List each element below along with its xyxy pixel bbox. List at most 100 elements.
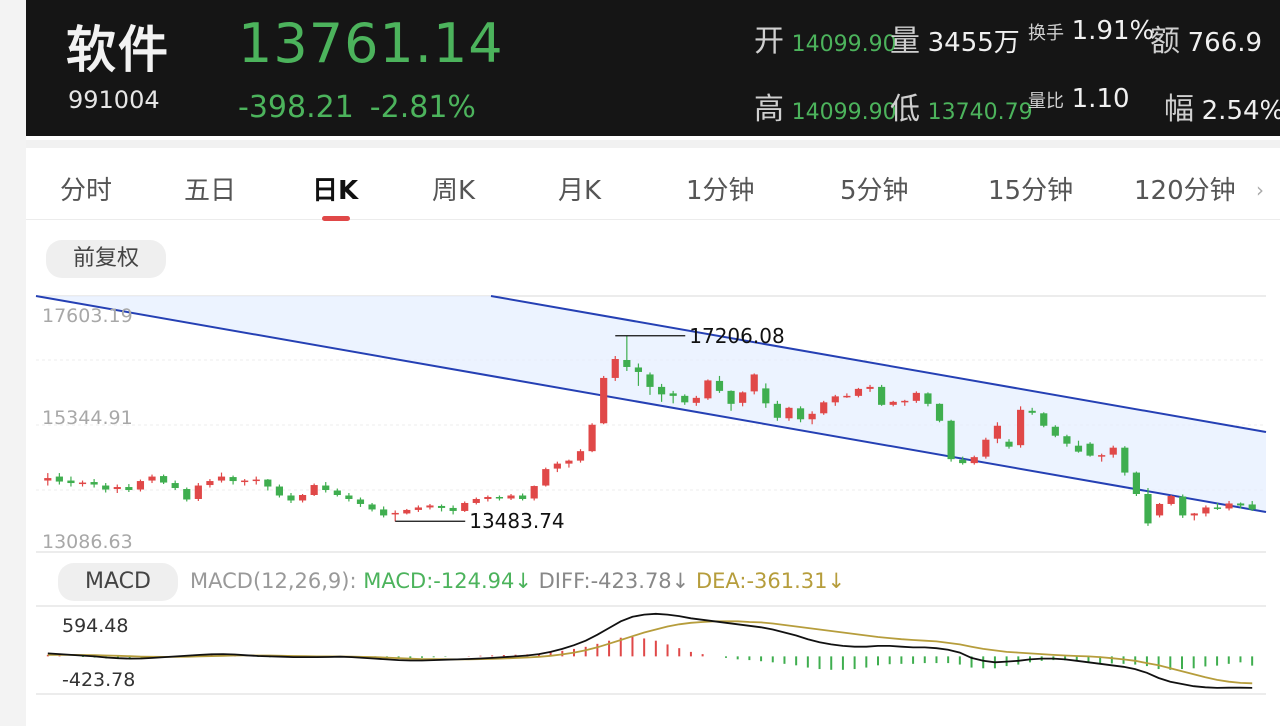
candle-body (437, 505, 446, 508)
candle-body (1155, 503, 1164, 516)
candle-body (854, 388, 863, 396)
high-marker-label: 17206.08 (689, 324, 784, 348)
tab-5-minute[interactable]: 5分钟 (840, 176, 909, 206)
kline-y-tick-label: 17603.19 (42, 305, 133, 327)
candle-body (1248, 504, 1256, 510)
candle-body (403, 509, 411, 514)
candle-body (947, 420, 955, 460)
macd-readout: MACD(12,26,9): MACD:-124.94↓ DIFF:-423.7… (190, 569, 845, 593)
tab-120-minute[interactable]: 120分钟 (1134, 176, 1236, 206)
trend-channel-lower-line (35, 295, 1267, 513)
candle-body (1202, 507, 1210, 514)
high-value: 14099.90 (791, 100, 897, 125)
kline-y-tick-label: 15344.91 (42, 407, 133, 429)
candle-body (657, 386, 666, 395)
open-label: 开 (754, 24, 784, 59)
candle-body (1237, 503, 1245, 506)
candle-body (993, 425, 1002, 439)
turnover-value: 1.91% (1071, 16, 1155, 46)
candle-body (391, 512, 399, 515)
candle-body (380, 509, 388, 516)
candle-body (727, 390, 735, 404)
candle-body (646, 374, 654, 387)
candle-body (160, 476, 168, 483)
tab-15-minute[interactable]: 15分钟 (988, 176, 1074, 206)
candle-body (982, 439, 990, 457)
candle-body (1040, 413, 1048, 426)
stat-high: 高 14099.90 (754, 84, 897, 128)
candle-body (912, 392, 920, 401)
candle-body (739, 392, 747, 403)
candle-body (183, 489, 191, 500)
stat-range: 幅 2.54% (1164, 84, 1280, 128)
stat-open: 开 14099.90 (754, 16, 897, 60)
candle-body (1051, 426, 1059, 436)
volume-ratio-label: 量比 (1028, 91, 1064, 112)
quote-header: 软件 991004 13761.14 -398.21 -2.81% 开 14099… (26, 0, 1280, 136)
candle-body (1132, 472, 1140, 495)
tab-1-minute[interactable]: 1分钟 (686, 176, 755, 206)
tab-five-day[interactable]: 五日 (184, 176, 237, 206)
candle-body (310, 485, 318, 496)
candle-body (356, 499, 365, 504)
candle-body (322, 485, 330, 491)
tab-monthly-k[interactable]: 月K (558, 176, 602, 206)
candle-body (1190, 513, 1198, 516)
candle-body (1179, 496, 1187, 516)
candle-body (970, 457, 978, 464)
chevron-right-icon[interactable]: › (1256, 178, 1264, 202)
candle-body (90, 482, 98, 485)
candle-body (1063, 436, 1071, 444)
indicator-selector[interactable]: MACD (58, 563, 178, 601)
candle-body (484, 496, 492, 499)
candle-body (1098, 455, 1106, 457)
candle-body (553, 463, 561, 469)
range-value: 2.54% (1201, 96, 1280, 126)
candle-body (495, 496, 504, 499)
candle-body (1074, 445, 1083, 452)
tab-intraday[interactable]: 分时 (60, 176, 113, 206)
stat-volume: 量 3455万 (890, 16, 1020, 60)
candle-body (414, 507, 422, 510)
candle-body (298, 495, 307, 501)
candle-body (588, 424, 596, 452)
candle-body (878, 386, 886, 405)
high-label: 高 (754, 92, 784, 127)
candle-body (669, 393, 677, 396)
candle-body (542, 469, 550, 486)
candle-body (820, 402, 828, 414)
candle-body (1086, 443, 1094, 456)
candle-body (935, 403, 944, 421)
volume-ratio-value: 1.10 (1071, 84, 1130, 114)
stock-name: 软件 (66, 21, 170, 79)
candle-body (611, 359, 619, 378)
candle-body (461, 502, 469, 511)
adjust-mode-button[interactable]: 前复权 (46, 240, 166, 278)
candle-body (634, 367, 643, 372)
change-value: -398.21 (238, 90, 354, 125)
candle-body (924, 393, 932, 404)
trend-channel-upper-line (490, 295, 1267, 433)
candle-body (206, 481, 214, 486)
tab-daily-k[interactable]: 日K (312, 176, 359, 206)
candle-body (889, 401, 897, 405)
candle-body (333, 490, 341, 496)
candle-body (692, 397, 700, 403)
low-value: 13740.79 (927, 100, 1033, 125)
stat-low: 低 13740.79 (890, 84, 1033, 128)
candle-body (194, 485, 202, 499)
candle-body (785, 407, 793, 419)
stat-turnover: 换手 1.91% (1028, 16, 1154, 46)
tab-weekly-k[interactable]: 周K (432, 176, 476, 206)
macd-y-tick-label: 594.48 (62, 615, 128, 637)
candle-body (1017, 409, 1025, 446)
stat-amount: 额 766.9 (1150, 16, 1262, 60)
price-change: -398.21 -2.81% (238, 90, 492, 125)
candle-body (715, 380, 724, 391)
candle-body (843, 395, 851, 398)
kline-chart: 17603.19 15344.91 13086.63 17206.08 13483.74… (35, 295, 1267, 695)
amount-label: 额 (1150, 24, 1180, 59)
candle-body (241, 480, 249, 483)
diff-value: DIFF:-423.78↓ (538, 569, 690, 593)
candle-body (125, 487, 133, 491)
